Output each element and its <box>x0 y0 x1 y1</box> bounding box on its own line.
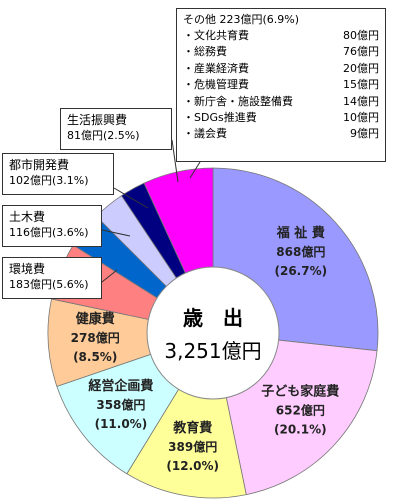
other-item: ・文化共育費 80億円 <box>183 28 379 44</box>
life-name: 生活振興費 <box>67 113 128 127</box>
life-value: 81億円(2.5%) <box>67 129 140 142</box>
slice-5 <box>47 298 215 387</box>
other-item-name: ・新庁舎・施設整備費 <box>183 94 293 108</box>
civil-value: 116億円(3.6%) <box>9 226 89 239</box>
label-box-env: 環境費 183億円(5.6%) <box>2 257 102 299</box>
other-item-value: 9億円 <box>350 127 379 141</box>
other-item-value: 15億円 <box>343 78 379 92</box>
slice-label-value-5: 278億円 <box>71 330 120 345</box>
other-item: ・総務費 76億円 <box>183 44 379 60</box>
other-item-value: 14億円 <box>343 94 379 108</box>
slice-label-name-4: 経営企画費 <box>88 378 153 394</box>
slice-label-value-4: 358億円 <box>96 397 145 412</box>
slice-label-pct-5: (8.5%) <box>73 350 117 364</box>
other-item-name: ・文化共育費 <box>183 29 249 42</box>
leader-other <box>189 161 201 179</box>
env-name: 環境費 <box>9 262 46 276</box>
other-item-value: 20億円 <box>343 61 379 75</box>
slice-label-pct-3: (12.0%) <box>166 459 219 473</box>
other-item-name: ・産業経済費 <box>183 61 249 75</box>
donut-hole <box>146 266 280 400</box>
label-box-civil: 土木費 116億円(3.6%) <box>2 205 102 247</box>
center-total: 3,251億円 <box>164 339 261 363</box>
leader-env <box>101 269 118 283</box>
other-breakdown-box: その他 223億円(6.9%) ・文化共育費 80億円・総務費 76億円・産業経済費… <box>176 8 386 162</box>
env-value: 183億円(5.6%) <box>9 278 89 291</box>
slice-label-pct-2: (20.1%) <box>274 422 327 436</box>
label-box-life: 生活振興費 81億円(2.5%) <box>60 108 172 150</box>
slice-label-name-5: 健康費 <box>76 311 115 327</box>
civil-name: 土木費 <box>9 210 46 224</box>
slice-label-value-1: 868億円 <box>276 244 325 259</box>
other-item-name: ・危機管理費 <box>183 78 249 92</box>
slice-label-value-3: 389億円 <box>168 439 217 454</box>
other-item-name: ・議会費 <box>183 127 227 141</box>
slice-label-pct-4: (11.0%) <box>95 417 148 431</box>
other-item: ・議会費 9億円 <box>183 126 379 142</box>
other-item: ・SDGs推進費 10億円 <box>183 110 379 126</box>
other-item: ・危機管理費 15億円 <box>183 77 379 93</box>
slice-label-pct-1: (26.7%) <box>274 264 327 278</box>
other-item-value: 10億円 <box>343 111 379 125</box>
leader-life <box>171 139 179 183</box>
other-header: その他 223億円(6.9%) <box>183 13 300 26</box>
other-item: ・産業経済費 20億円 <box>183 61 379 77</box>
urban-name: 都市開発費 <box>9 158 70 172</box>
leader-urban <box>113 187 149 209</box>
slice-label-name-3: 教育費 <box>172 420 212 436</box>
center-title: 歳 出 <box>183 306 243 330</box>
other-item-value: 76億円 <box>343 45 379 59</box>
leader-civil <box>101 229 131 237</box>
slice-label-name-2: 子ども家庭費 <box>261 383 339 399</box>
urban-value: 102億円(3.1%) <box>9 174 89 187</box>
label-box-urban: 都市開発費 102億円(3.1%) <box>2 153 114 195</box>
slice-label-value-2: 652億円 <box>276 402 325 417</box>
slice-label-name-1: 福 祉 費 <box>276 225 325 241</box>
other-item-name: ・総務費 <box>183 45 227 59</box>
other-item-value: 80億円 <box>343 29 379 42</box>
other-item: ・新庁舎・施設整備費 14億円 <box>183 94 379 110</box>
other-item-name: ・SDGs推進費 <box>183 111 257 125</box>
